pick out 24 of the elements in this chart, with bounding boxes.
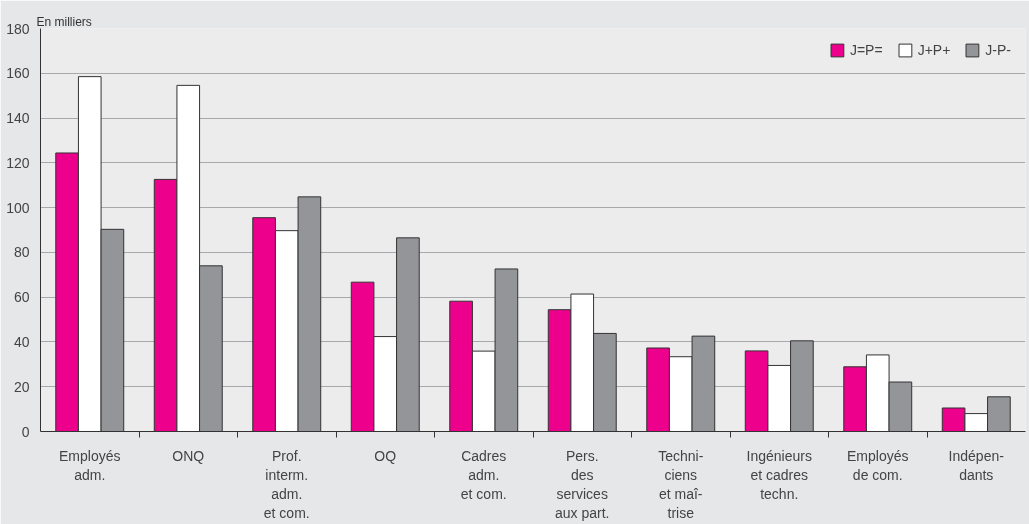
y-axis-title: En milliers: [36, 14, 92, 29]
x-tick-label: Indépen- dants: [948, 447, 1005, 483]
legend-label: J=P=: [849, 42, 883, 58]
x-tick-label: OQ: [374, 447, 397, 464]
y-tick-label: 160: [6, 65, 30, 82]
x-tick-label: Employés de com.: [847, 447, 909, 483]
y-tick-label: 80: [13, 244, 30, 261]
y-tick-label: 140: [6, 110, 30, 127]
x-tick-label: Cadres adm. et com.: [460, 447, 507, 502]
y-tick-label: 120: [6, 154, 30, 171]
y-tick-label: 60: [13, 289, 30, 306]
x-tick-label: Techni- ciens et maî- trise: [658, 447, 704, 522]
x-tick-label: Employés adm.: [59, 447, 121, 483]
legend-label: J+P+: [917, 42, 951, 58]
x-tick-label: Pers. des services aux part.: [555, 447, 610, 522]
y-tick-label: 0: [21, 423, 30, 440]
legend-label: J-P-: [985, 42, 1011, 58]
y-tick-label: 40: [13, 333, 30, 350]
x-tick-label: ONQ: [172, 447, 205, 464]
y-tick-label: 20: [13, 378, 30, 395]
y-tick-label: 180: [6, 20, 30, 37]
y-tick-label: 100: [6, 199, 30, 216]
x-tick-label: Ingénieurs et cadres techn.: [746, 447, 812, 502]
x-tick-label: Prof. interm. adm. et com.: [263, 447, 310, 522]
